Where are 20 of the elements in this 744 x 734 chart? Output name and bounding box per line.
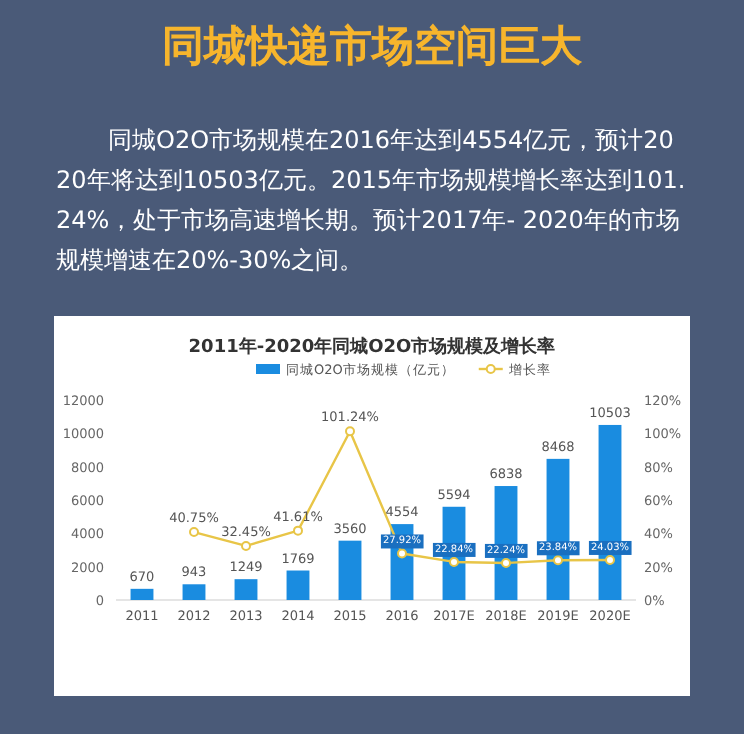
annotation: 同城O2O市场规模在2016年达到4554亿元，预计20 xyxy=(108,126,674,154)
annotation: 24%，处于市场高速增长期。预计2017年- 2020年的市场 xyxy=(56,206,680,234)
point xyxy=(345,426,355,437)
point xyxy=(241,540,251,551)
bar xyxy=(130,588,154,600)
subtitle: 2011年-2020年同城O2O市场规模及增长率 xyxy=(188,338,556,358)
annotation: 20年将达到10503亿元。2015年市场规模增长率达到101. xyxy=(56,166,686,194)
point xyxy=(553,555,563,566)
bar xyxy=(234,579,258,600)
point xyxy=(605,554,615,565)
title: 同城快递市场空间巨大 xyxy=(162,22,582,70)
point xyxy=(501,557,511,568)
bar xyxy=(182,584,206,600)
point xyxy=(397,548,407,559)
bar xyxy=(286,570,310,600)
point xyxy=(449,556,459,567)
bar xyxy=(338,540,362,600)
point xyxy=(189,527,199,538)
point xyxy=(293,525,303,536)
annotation: 规模增速在20%-30%之间。 xyxy=(56,246,364,274)
